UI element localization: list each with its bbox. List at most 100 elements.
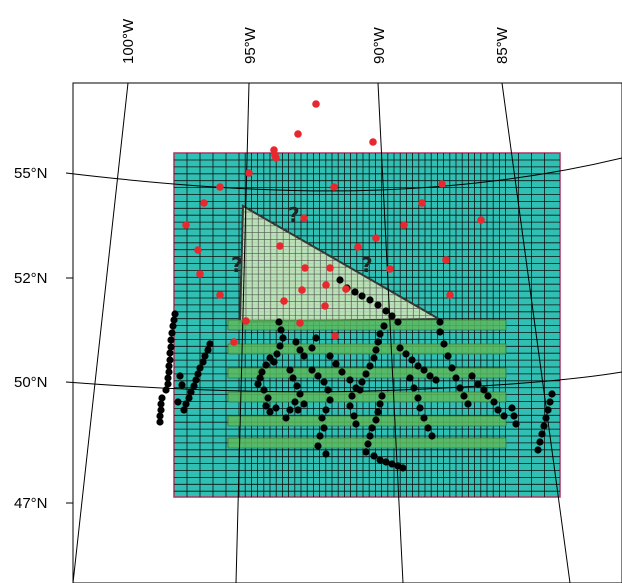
red-point-12 — [300, 214, 308, 222]
black-point-98 — [362, 370, 370, 378]
black-point-31 — [178, 381, 186, 389]
red-point-33 — [230, 338, 238, 346]
black-point-144 — [500, 412, 508, 420]
lon-label-90w: 90°W — [371, 26, 388, 64]
red-point-34 — [296, 319, 304, 327]
red-point-1 — [294, 130, 302, 138]
red-point-24 — [442, 256, 450, 264]
black-point-87 — [366, 296, 374, 304]
red-point-9 — [438, 180, 446, 188]
black-point-4 — [167, 336, 175, 344]
black-point-15 — [157, 406, 165, 414]
black-point-141 — [484, 392, 492, 400]
green-band-0 — [227, 319, 507, 331]
black-point-118 — [414, 362, 422, 370]
red-point-20 — [301, 264, 309, 272]
black-point-59 — [294, 406, 302, 414]
black-point-143 — [494, 406, 502, 414]
red-point-16 — [477, 216, 485, 224]
black-point-122 — [436, 318, 444, 326]
black-point-123 — [436, 328, 444, 336]
black-point-34 — [277, 326, 285, 334]
black-point-3 — [168, 329, 176, 337]
red-point-7 — [216, 183, 224, 191]
black-point-110 — [376, 456, 384, 464]
black-point-86 — [358, 292, 366, 300]
black-point-76 — [338, 368, 346, 376]
black-point-88 — [374, 301, 382, 309]
black-point-67 — [318, 414, 326, 422]
black-point-81 — [350, 412, 358, 420]
black-point-104 — [372, 416, 380, 424]
black-point-133 — [414, 394, 422, 402]
black-point-72 — [312, 334, 320, 342]
black-point-7 — [166, 356, 174, 364]
black-point-35 — [279, 334, 287, 342]
red-point-30 — [446, 291, 454, 299]
black-point-28 — [182, 400, 190, 408]
black-point-32 — [174, 398, 182, 406]
red-point-18 — [354, 243, 362, 251]
question-mark-1: ? — [288, 203, 300, 227]
question-mark-3: ? — [361, 253, 373, 277]
black-point-127 — [452, 374, 460, 382]
red-point-27 — [216, 291, 224, 299]
black-point-80 — [346, 402, 354, 410]
black-point-55 — [296, 390, 304, 398]
black-point-138 — [468, 372, 476, 380]
black-point-39 — [266, 354, 274, 362]
black-point-74 — [326, 352, 334, 360]
black-point-154 — [536, 438, 544, 446]
black-point-51 — [300, 352, 308, 360]
black-point-66 — [322, 406, 330, 414]
black-point-129 — [460, 392, 468, 400]
red-point-2 — [369, 138, 377, 146]
black-point-58 — [282, 414, 290, 422]
black-point-130 — [464, 400, 472, 408]
black-point-108 — [362, 448, 370, 456]
black-point-54 — [293, 382, 301, 390]
black-point-149 — [546, 398, 554, 406]
black-point-52 — [286, 366, 294, 374]
black-point-102 — [376, 400, 384, 408]
red-point-5 — [272, 154, 280, 162]
red-point-13 — [372, 234, 380, 242]
black-point-139 — [474, 380, 482, 388]
black-point-40 — [262, 361, 270, 369]
black-point-36 — [276, 342, 284, 350]
black-point-70 — [314, 442, 322, 450]
black-point-47 — [266, 408, 274, 416]
black-point-124 — [440, 340, 448, 348]
red-point-29 — [342, 285, 350, 293]
lat-label-55n: 55°N — [14, 165, 48, 182]
black-point-93 — [376, 330, 384, 338]
map-frame — [72, 82, 622, 583]
black-point-111 — [382, 458, 390, 466]
black-point-115 — [396, 344, 404, 352]
black-point-37 — [273, 350, 281, 358]
black-point-64 — [324, 386, 332, 394]
black-point-137 — [428, 432, 436, 440]
black-point-60 — [300, 400, 308, 408]
red-point-22 — [386, 265, 394, 273]
black-point-12 — [162, 386, 170, 394]
meridian-95w — [235, 82, 250, 583]
black-point-105 — [368, 424, 376, 432]
green-band-4 — [227, 415, 507, 427]
black-point-46 — [262, 402, 270, 410]
black-point-48 — [272, 404, 280, 412]
black-point-106 — [366, 432, 374, 440]
lon-label-100w: 100°W — [120, 18, 137, 64]
black-point-61 — [308, 366, 316, 374]
black-point-142 — [490, 398, 498, 406]
black-point-145 — [508, 404, 516, 412]
red-point-6 — [245, 169, 253, 177]
black-point-50 — [296, 346, 304, 354]
black-point-132 — [410, 384, 418, 392]
black-point-99 — [358, 378, 366, 386]
black-point-116 — [402, 350, 410, 358]
black-point-114 — [399, 464, 407, 472]
black-point-33 — [275, 318, 283, 326]
